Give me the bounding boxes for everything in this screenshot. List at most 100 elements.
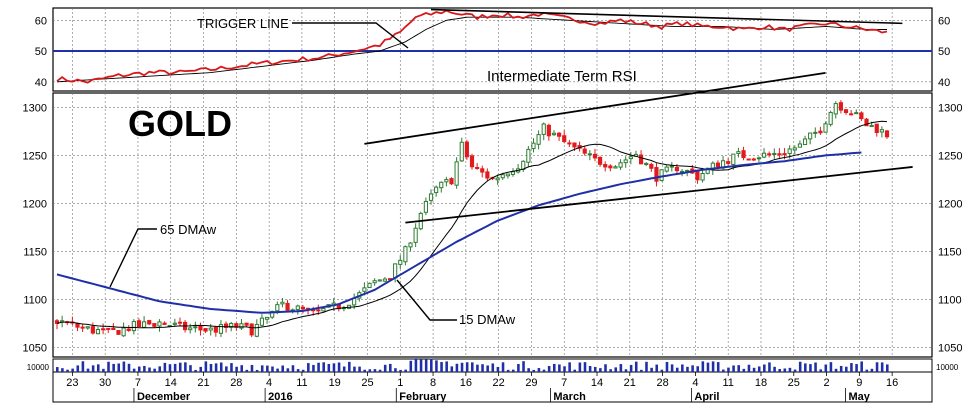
candle-body <box>726 161 731 164</box>
volume-bar <box>834 368 838 372</box>
candle-body <box>254 323 259 337</box>
volume-bar <box>609 369 612 372</box>
volume-bar <box>102 368 105 372</box>
candle-body <box>439 181 444 189</box>
volume-bar <box>865 369 869 372</box>
candle-body <box>101 328 106 331</box>
volume-bar <box>440 362 443 372</box>
volume-bar <box>276 368 279 372</box>
volume-bar <box>860 361 863 372</box>
volume-bar <box>394 368 397 372</box>
volume-bar <box>348 361 351 372</box>
volume-bar <box>870 368 874 372</box>
candle-body <box>649 163 654 169</box>
volume-bar <box>650 367 653 372</box>
candle-body <box>111 327 116 331</box>
volume-bar <box>286 368 290 372</box>
day-label: 9 <box>856 377 862 389</box>
volume-bar <box>260 365 264 372</box>
candle-body <box>500 174 505 179</box>
volume-bar <box>353 366 356 372</box>
volume-bar <box>409 360 413 372</box>
candle-body <box>90 326 95 334</box>
volume-bar <box>839 365 843 372</box>
candle-body <box>833 103 838 115</box>
candle-body <box>510 171 516 175</box>
volume-bar <box>81 361 85 372</box>
candle-body <box>551 132 557 136</box>
day-label: 16 <box>886 377 898 389</box>
volume-bar <box>768 362 771 372</box>
candle-body <box>715 162 721 168</box>
candle-body <box>772 152 777 155</box>
candle-body <box>300 306 306 310</box>
volume-bar <box>383 364 387 372</box>
price-panel-frame <box>52 92 933 358</box>
day-label: 28 <box>656 377 668 389</box>
volume-bar <box>696 366 700 372</box>
candle-body <box>372 280 377 284</box>
volume-bar <box>460 362 464 372</box>
month-label: April <box>694 391 719 403</box>
candle-body <box>275 304 280 312</box>
month-label: December <box>137 391 191 403</box>
candle-body <box>316 309 321 312</box>
volume-bar <box>137 366 141 372</box>
volume-bar <box>716 362 720 372</box>
candle-body <box>813 131 818 134</box>
volume-bar <box>722 369 725 372</box>
candle-body <box>203 328 208 332</box>
volume-bar <box>496 366 500 372</box>
volume-bar <box>76 365 80 372</box>
candle-body <box>403 246 408 263</box>
volume-bar <box>378 369 382 372</box>
day-label: 16 <box>460 377 472 389</box>
candle-body <box>223 323 229 328</box>
day-label: 19 <box>329 377 341 389</box>
rsi-tick-right: 60 <box>938 15 950 27</box>
candle-body <box>562 135 567 143</box>
volume-bar <box>465 362 469 372</box>
candle-body <box>751 158 756 161</box>
candle-body <box>623 159 628 164</box>
candle-body <box>736 151 741 154</box>
volume-bar <box>850 363 853 372</box>
volume-bar <box>614 367 618 372</box>
price-tick-left: 1150 <box>23 246 47 258</box>
volume-bar <box>424 359 428 372</box>
volume-bar <box>501 362 505 372</box>
candle-body <box>598 157 603 165</box>
candle-body <box>142 321 147 328</box>
volume-bar <box>645 361 648 372</box>
volume-bar <box>701 361 705 372</box>
volume-bar <box>563 366 566 372</box>
candle-body <box>884 130 890 138</box>
day-label: 1 <box>397 377 403 389</box>
rsi-tick-left: 60 <box>35 15 47 27</box>
price-tick-right: 1050 <box>938 342 962 354</box>
price-tick-left: 1200 <box>23 198 47 210</box>
candle-body <box>808 132 813 140</box>
trigger-line-label: TRIGGER LINE <box>197 16 289 31</box>
volume-bar <box>486 365 489 372</box>
volume-bar <box>86 368 90 372</box>
volume-bar <box>481 364 484 372</box>
volume-bar <box>660 369 664 372</box>
volume-bar <box>240 365 244 372</box>
price-tick-right: 1100 <box>938 294 962 306</box>
volume-bar <box>168 364 172 372</box>
day-label: 8 <box>430 377 436 389</box>
volume-bar <box>640 369 643 372</box>
price-tick-left: 1100 <box>23 294 47 306</box>
candle-body <box>823 123 828 133</box>
day-label: 7 <box>561 377 567 389</box>
volume-bar <box>706 362 710 372</box>
volume-bar <box>189 365 192 372</box>
volume-bar <box>435 360 438 372</box>
volume-bar <box>624 369 628 372</box>
volume-bar <box>404 369 407 372</box>
candle-body <box>572 142 577 148</box>
day-label: 21 <box>197 377 209 389</box>
volume-bar <box>342 366 346 372</box>
candle-body <box>802 138 808 146</box>
